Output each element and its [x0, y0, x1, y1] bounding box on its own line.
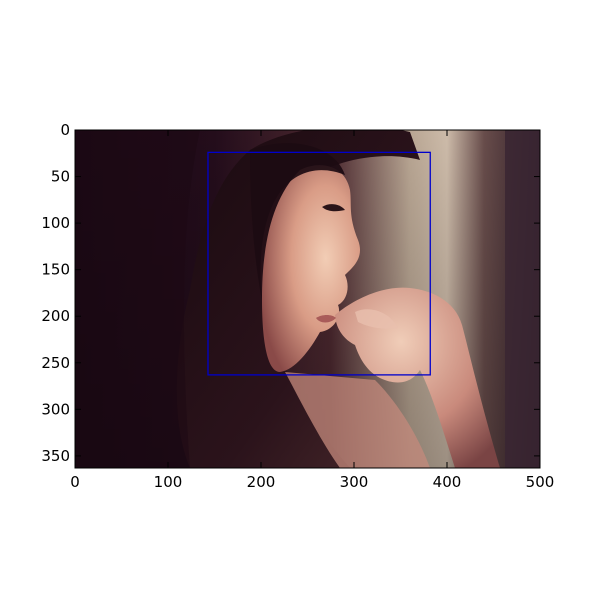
axes-frame: [74, 129, 541, 469]
photo-image: [75, 130, 540, 468]
y-tick-label: 0: [60, 121, 70, 139]
x-tick-label: 400: [433, 473, 462, 491]
y-tick-label: 200: [41, 307, 70, 325]
y-tick-label: 250: [41, 354, 70, 372]
x-tick-label: 0: [70, 473, 80, 491]
bounding-box: [207, 151, 431, 376]
y-tick-label: 100: [41, 214, 70, 232]
y-tick-label: 150: [41, 261, 70, 279]
axes: 0 100 200 300 400 500 0 50 100 150 200 250 300 350: [41, 121, 554, 491]
x-tick-label: 200: [247, 473, 276, 491]
x-tick-label: 300: [340, 473, 369, 491]
y-tick-label: 50: [51, 168, 70, 186]
y-tick-label: 300: [41, 400, 70, 418]
y-tick-label: 350: [41, 447, 70, 465]
x-tick-label: 100: [154, 473, 183, 491]
y-axis: 0 50 100 150 200 250 300 350: [41, 121, 540, 465]
x-axis: 0 100 200 300 400 500: [70, 130, 554, 491]
x-tick-label: 500: [526, 473, 555, 491]
